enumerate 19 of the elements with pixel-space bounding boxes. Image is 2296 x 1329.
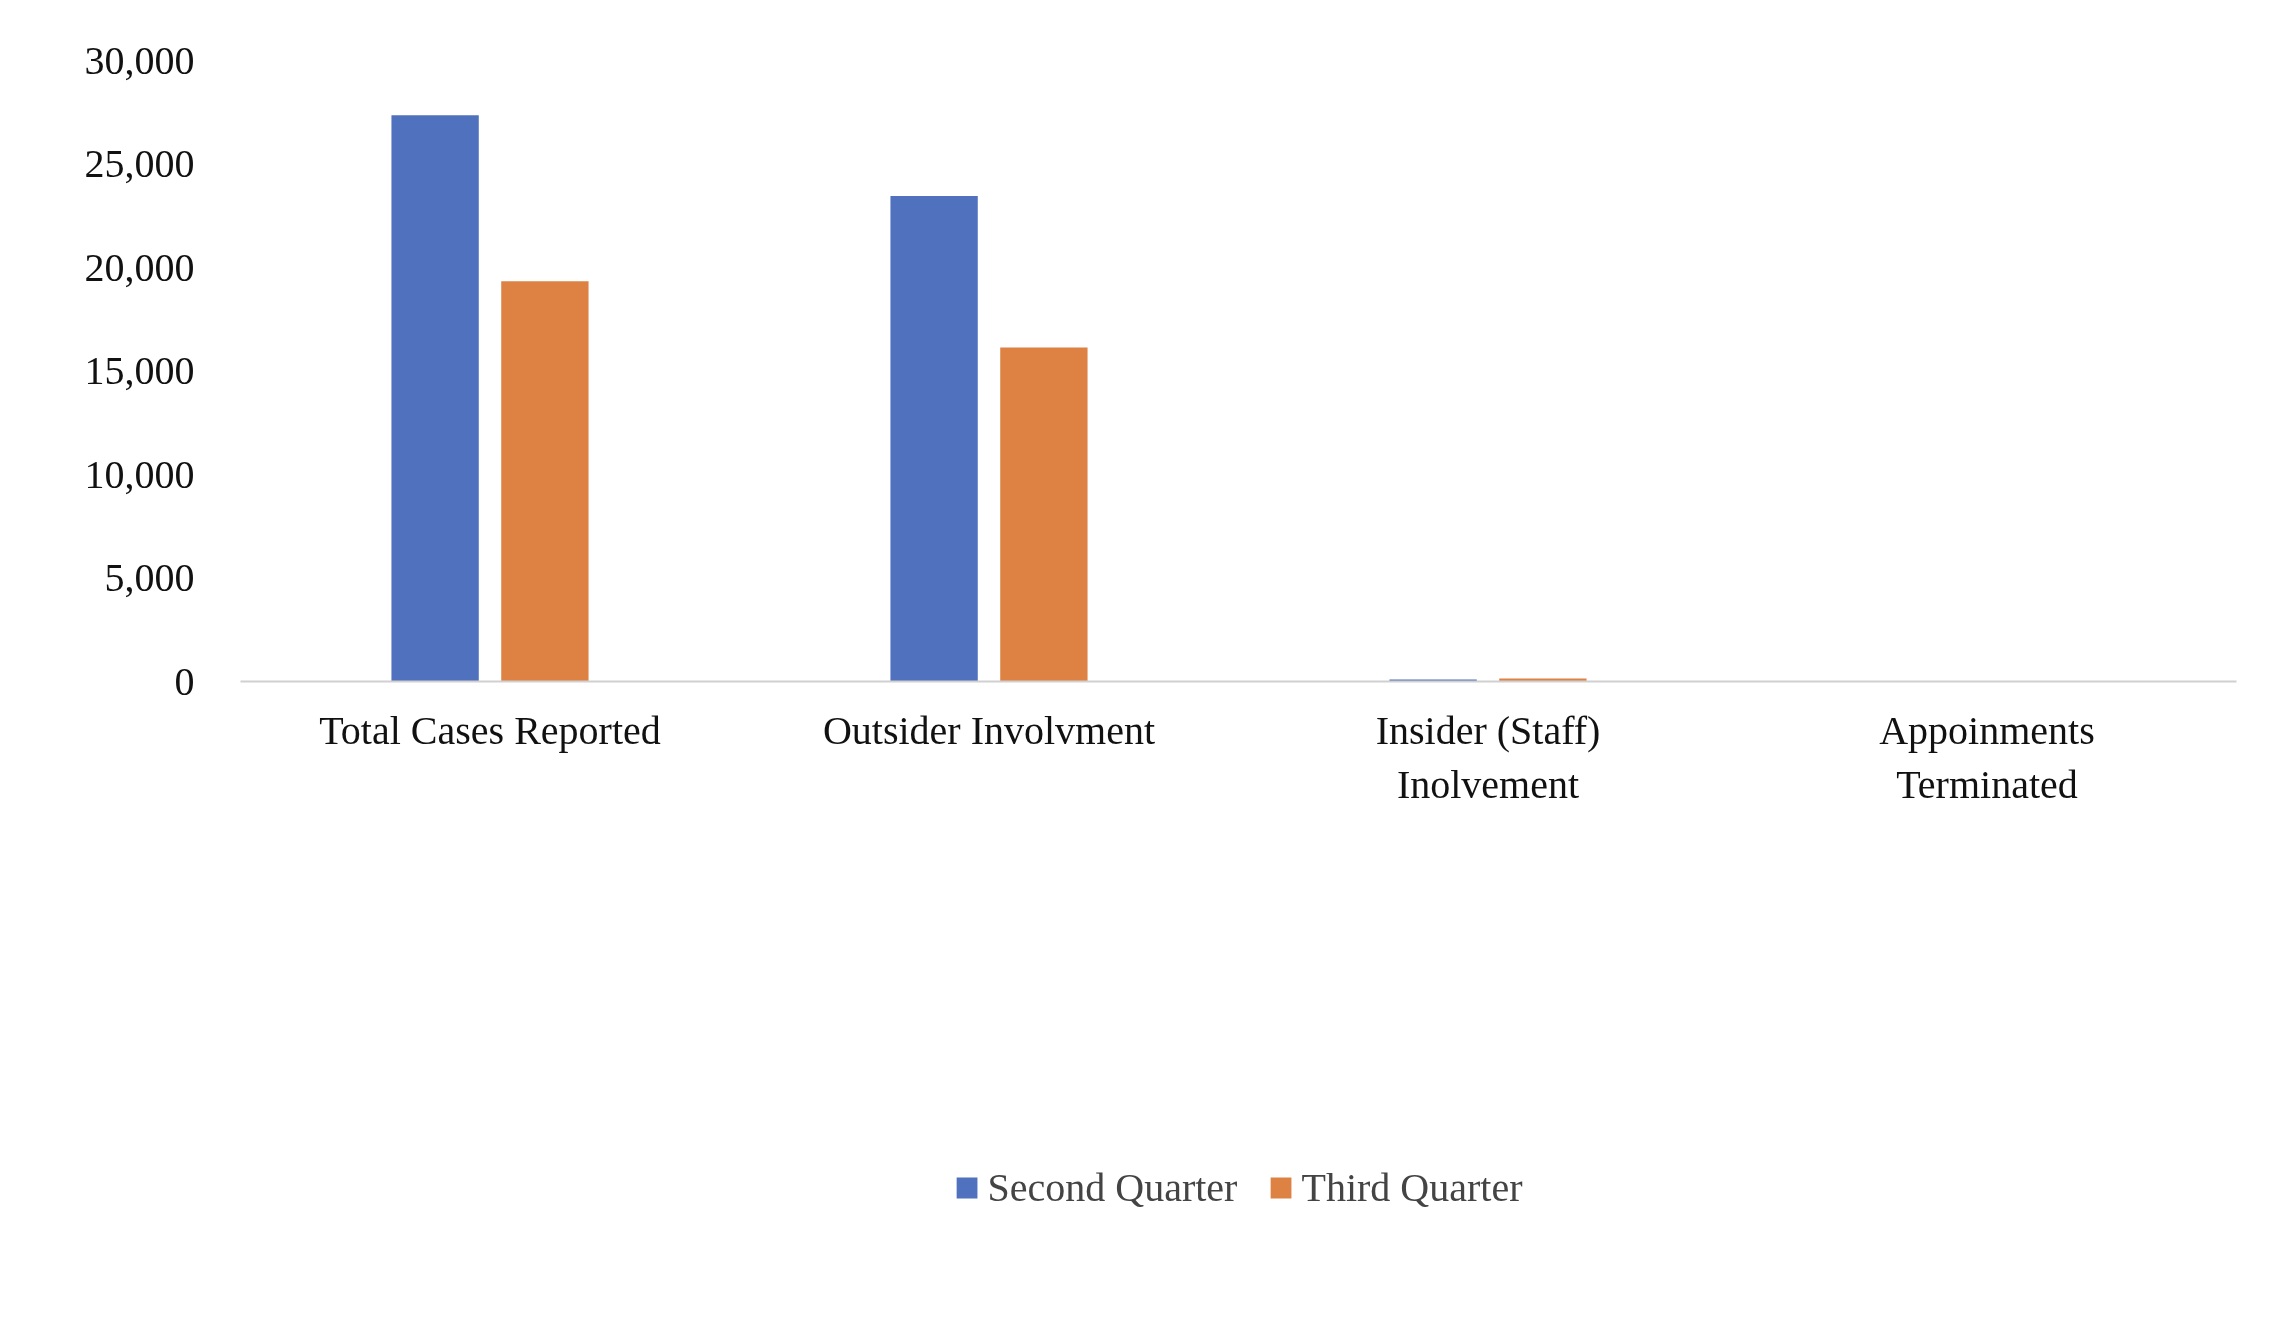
bar [501, 281, 589, 682]
y-tick-label: 15,000 [84, 348, 195, 393]
y-tick-label: 0 [174, 658, 195, 704]
bar [890, 196, 978, 682]
bar [1000, 347, 1088, 682]
legend-label: Second Quarter [987, 1163, 1238, 1211]
x-tick-label: Total Cases Reported [319, 707, 661, 753]
y-tick-label: 25,000 [84, 141, 195, 186]
x-tick-label: Insider (Staff) Inolvement [1375, 707, 1601, 807]
x-tick-label: Appoinments Terminated [1879, 707, 2095, 807]
legend-label: Third Quarter [1301, 1163, 1523, 1211]
bar [1499, 678, 1587, 682]
y-tick-label: 20,000 [84, 244, 195, 290]
x-tick-label: Outsider Involvment [822, 707, 1156, 753]
bar [1389, 679, 1477, 682]
y-tick-label: 10,000 [84, 451, 195, 497]
y-tick-label: 5,000 [104, 555, 195, 600]
y-tick-label: 30,000 [84, 37, 195, 83]
bar [391, 115, 479, 682]
